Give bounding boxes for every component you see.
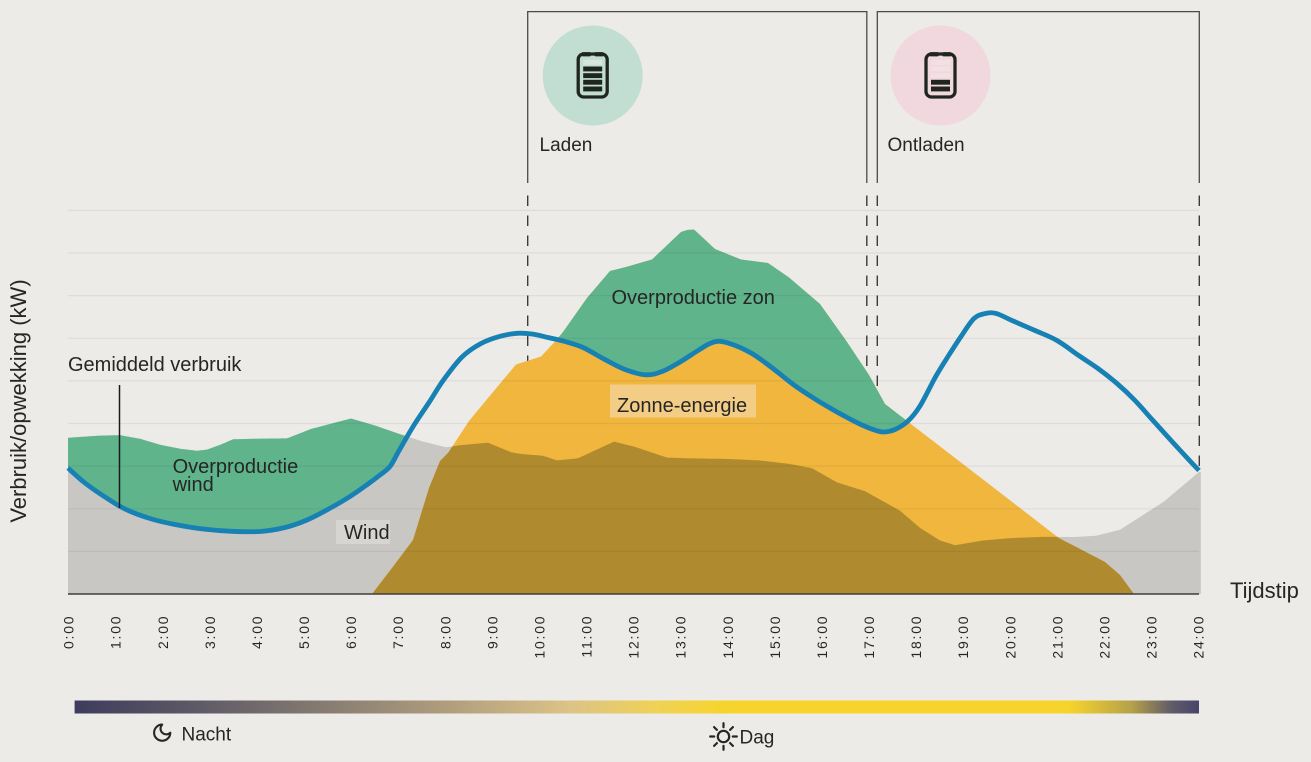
svg-text:24:00: 24:00 bbox=[1191, 615, 1207, 659]
svg-text:5:00: 5:00 bbox=[296, 615, 312, 649]
svg-text:23:00: 23:00 bbox=[1144, 615, 1160, 659]
svg-text:10:00: 10:00 bbox=[531, 615, 547, 659]
svg-text:Overproductie: Overproductie bbox=[173, 456, 299, 478]
svg-text:3:00: 3:00 bbox=[202, 615, 218, 649]
svg-text:wind: wind bbox=[172, 474, 214, 496]
svg-text:13:00: 13:00 bbox=[673, 615, 689, 659]
svg-text:22:00: 22:00 bbox=[1096, 615, 1112, 659]
svg-text:19:00: 19:00 bbox=[955, 615, 971, 659]
svg-text:6:00: 6:00 bbox=[343, 615, 359, 649]
svg-text:1:00: 1:00 bbox=[108, 615, 124, 649]
svg-text:16:00: 16:00 bbox=[814, 615, 830, 659]
svg-text:Tijdstip: Tijdstip bbox=[1230, 578, 1299, 603]
svg-text:15:00: 15:00 bbox=[767, 615, 783, 659]
svg-text:12:00: 12:00 bbox=[626, 615, 642, 659]
svg-text:Laden: Laden bbox=[540, 135, 593, 156]
svg-text:21:00: 21:00 bbox=[1049, 615, 1065, 659]
svg-text:Overproductie zon: Overproductie zon bbox=[612, 287, 775, 309]
svg-text:Dag: Dag bbox=[740, 728, 775, 749]
svg-text:11:00: 11:00 bbox=[579, 615, 595, 658]
svg-text:4:00: 4:00 bbox=[249, 615, 265, 649]
svg-text:14:00: 14:00 bbox=[720, 615, 736, 659]
svg-text:Ontladen: Ontladen bbox=[888, 135, 965, 156]
svg-text:Nacht: Nacht bbox=[182, 725, 232, 746]
svg-text:0:00: 0:00 bbox=[61, 615, 77, 649]
svg-text:20:00: 20:00 bbox=[1002, 615, 1018, 659]
svg-text:Gemiddeld verbruik: Gemiddeld verbruik bbox=[68, 354, 242, 376]
svg-text:18:00: 18:00 bbox=[908, 615, 924, 659]
svg-text:Wind: Wind bbox=[344, 522, 390, 544]
svg-text:Verbruik/opwekking (kW): Verbruik/opwekking (kW) bbox=[6, 279, 31, 522]
svg-text:2:00: 2:00 bbox=[155, 615, 171, 649]
svg-text:17:00: 17:00 bbox=[861, 615, 877, 659]
svg-text:8:00: 8:00 bbox=[437, 615, 453, 649]
svg-text:Zonne-energie: Zonne-energie bbox=[617, 395, 747, 417]
svg-text:7:00: 7:00 bbox=[390, 615, 406, 649]
svg-text:9:00: 9:00 bbox=[484, 615, 500, 649]
